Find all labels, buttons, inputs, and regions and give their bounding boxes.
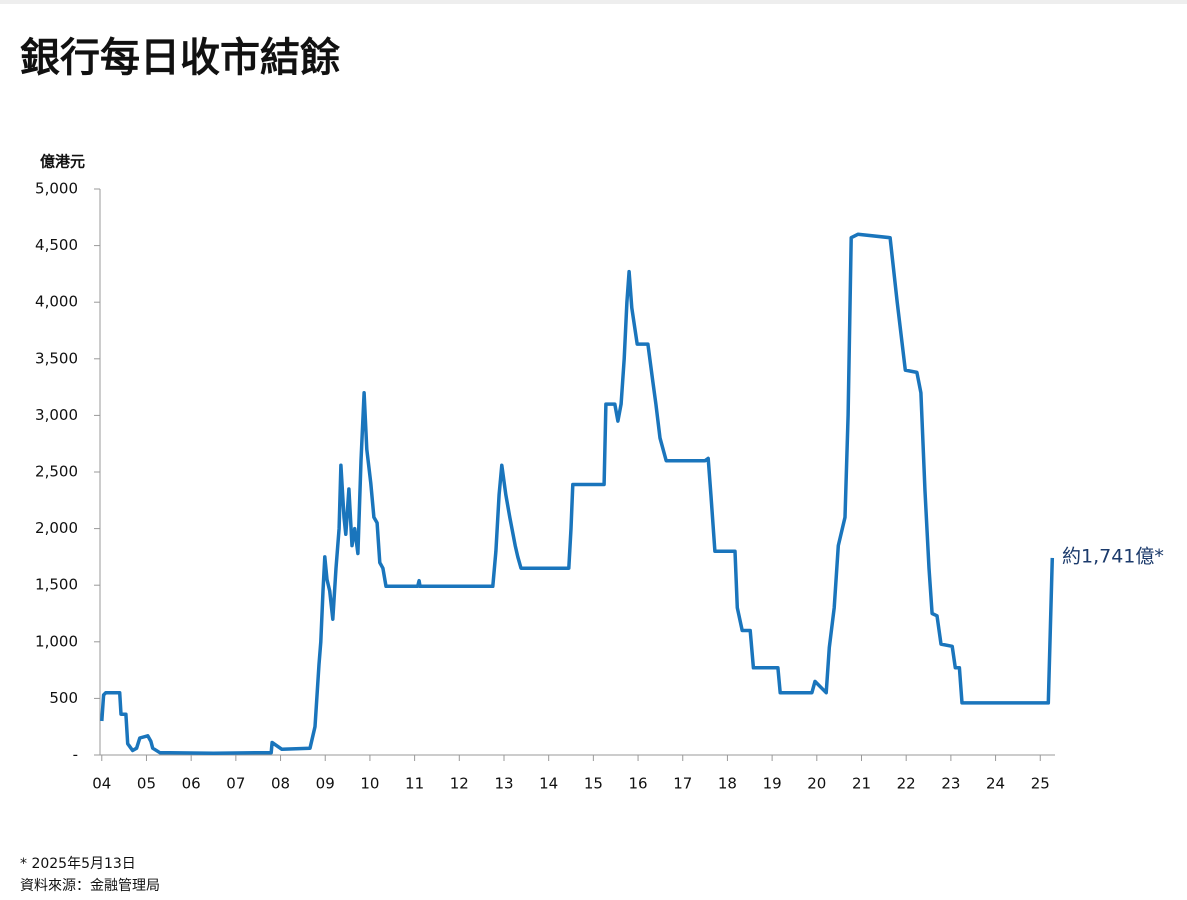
y-axis-label: 億港元 <box>40 153 85 171</box>
y-tick-label: 2,000 <box>35 519 78 537</box>
y-tick-label: 1,000 <box>35 632 78 650</box>
x-tick-label: 06 <box>182 775 201 793</box>
x-tick-label: 16 <box>629 775 648 793</box>
x-tick-label: 11 <box>405 775 424 793</box>
y-tick-label: 4,000 <box>35 293 78 311</box>
x-tick-label: 15 <box>584 775 603 793</box>
top-bar <box>0 0 1187 4</box>
footnote: * 2025年5月13日 <box>20 856 136 872</box>
x-tick-label: 14 <box>539 775 558 793</box>
data-line <box>100 232 1055 756</box>
x-tick-label: 07 <box>226 775 245 793</box>
y-tick-label: 500 <box>49 689 78 707</box>
x-tick-label: 18 <box>718 775 737 793</box>
x-tick-label: 21 <box>852 775 871 793</box>
x-tick-label: 24 <box>986 775 1005 793</box>
y-tick-label: 1,500 <box>35 576 78 594</box>
chart-title: 銀行每日收市結餘 <box>20 35 341 81</box>
x-tick-label: 13 <box>494 775 513 793</box>
x-tick-label: 22 <box>897 775 916 793</box>
y-tick-label: - <box>73 746 78 764</box>
x-tick-label: 04 <box>92 775 111 793</box>
annotation: 約1,741億* <box>1062 546 1164 568</box>
y-tick-label: 3,000 <box>35 406 78 424</box>
x-tick-label: 20 <box>807 775 826 793</box>
source: 資料來源：金融管理局 <box>20 878 160 894</box>
x-tick-label: 10 <box>360 775 379 793</box>
x-tick-label: 19 <box>763 775 782 793</box>
x-tick-label: 25 <box>1031 775 1050 793</box>
x-tick-label: 17 <box>673 775 692 793</box>
y-tick-label: 4,500 <box>35 236 78 254</box>
x-tick-label: 12 <box>450 775 469 793</box>
x-tick-label: 23 <box>941 775 960 793</box>
y-tick-label: 3,500 <box>35 349 78 367</box>
y-tick-label: 2,500 <box>35 463 78 481</box>
x-tick-label: 05 <box>137 775 156 793</box>
y-tick-label: 5,000 <box>35 180 78 198</box>
x-tick-label: 08 <box>271 775 290 793</box>
x-tick-label: 09 <box>316 775 335 793</box>
